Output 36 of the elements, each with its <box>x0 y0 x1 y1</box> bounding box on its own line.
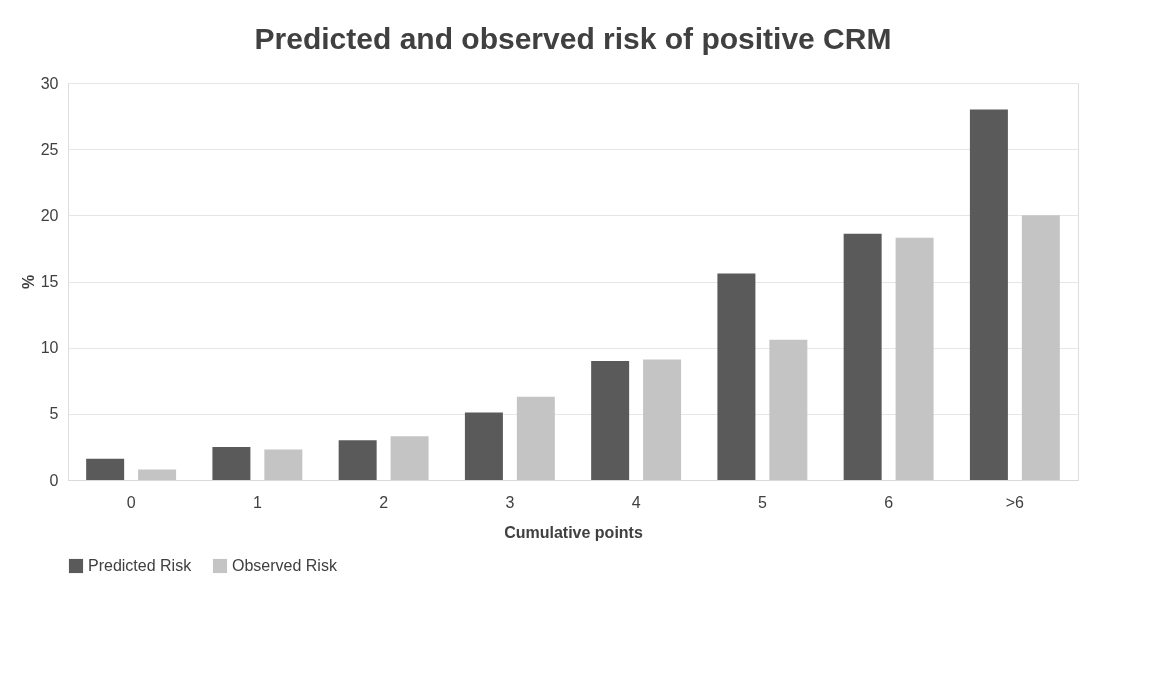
x-tick-label: 0 <box>126 493 136 511</box>
bar <box>464 412 503 480</box>
bar <box>769 339 808 480</box>
y-tick-label: 0 <box>49 471 59 489</box>
bar <box>969 109 1008 480</box>
x-tick-label: 2 <box>379 493 389 511</box>
bar <box>338 440 377 480</box>
bar <box>591 360 630 480</box>
y-tick-label: 30 <box>40 74 59 92</box>
chart-title: Predicted and observed risk of positive CRM <box>254 22 892 55</box>
legend-label: Predicted Risk <box>88 557 193 574</box>
y-tick-label: 15 <box>40 273 59 290</box>
bar <box>843 233 882 480</box>
bar <box>138 469 177 480</box>
y-tick-label: 25 <box>40 140 59 158</box>
bar <box>390 436 429 480</box>
x-tick-label: 1 <box>252 493 262 511</box>
x-tick-label: >6 <box>1005 493 1025 511</box>
x-axis-title: Cumulative points <box>504 523 643 541</box>
x-tick-label: 4 <box>631 493 641 511</box>
bar <box>895 237 934 480</box>
bar <box>264 449 303 480</box>
bar <box>717 273 756 480</box>
bar <box>86 458 125 480</box>
bar <box>1021 215 1060 480</box>
y-tick-label: 20 <box>40 206 59 224</box>
bar <box>212 446 251 480</box>
x-tick-label: 5 <box>757 493 767 511</box>
x-tick-label: 6 <box>884 493 894 511</box>
legend-label: Observed Risk <box>232 557 338 574</box>
bar <box>516 396 555 480</box>
x-tick-label: 3 <box>505 493 515 511</box>
y-tick-label: 5 <box>49 405 59 423</box>
bar <box>643 359 682 480</box>
y-tick-label: 10 <box>40 339 59 357</box>
y-axis-title: % <box>19 274 37 290</box>
